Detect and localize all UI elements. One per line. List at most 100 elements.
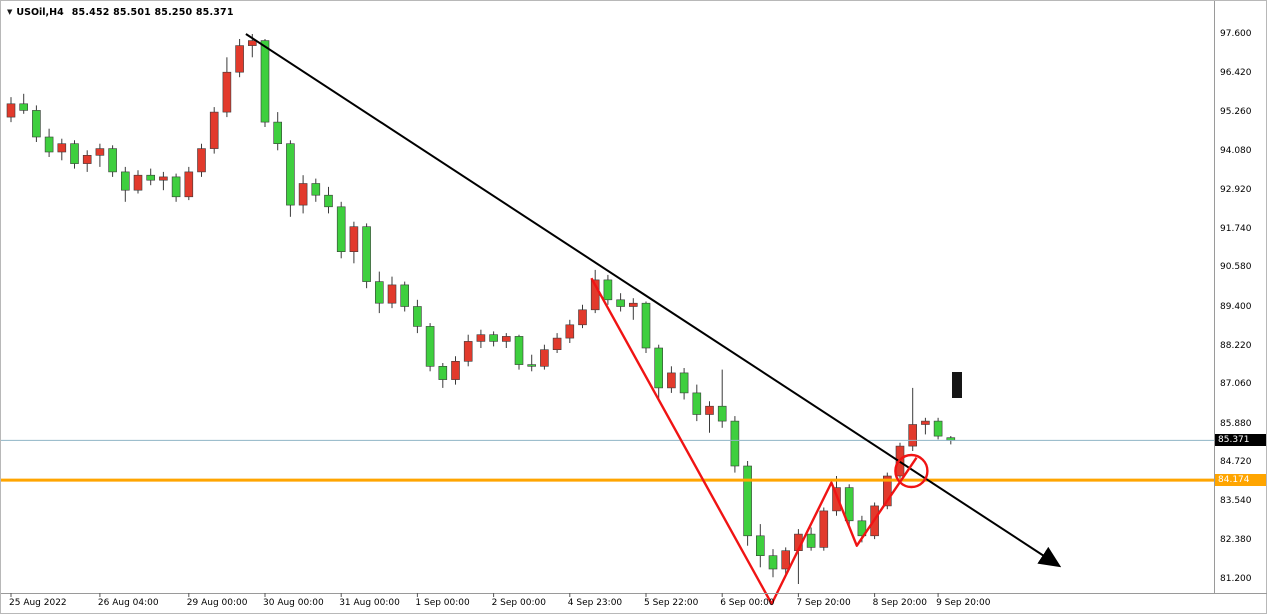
candle-bull — [248, 40, 257, 46]
candle-bear — [336, 206, 346, 253]
candle-bull — [95, 148, 105, 156]
time-axis-label: 5 Sep 22:00 — [644, 598, 699, 608]
scrollbar-thumb[interactable] — [952, 372, 962, 398]
candle-bull — [578, 309, 587, 326]
candle-bull — [501, 336, 511, 342]
candle-bear — [641, 302, 651, 349]
candle-bull — [451, 360, 460, 380]
time-axis-label: 4 Sep 23:00 — [567, 598, 623, 608]
candle-bear — [844, 487, 854, 522]
candle-bear — [425, 326, 435, 367]
candle-bull — [705, 405, 714, 415]
candle-bull — [552, 337, 562, 351]
price-axis-label: 97.600 — [1220, 29, 1252, 39]
time-axis-label: 8 Sep 20:00 — [872, 598, 927, 608]
price-axis-label: 84.720 — [1220, 457, 1252, 467]
candle-bull — [667, 372, 676, 389]
candle-bull — [349, 226, 359, 252]
price-axis-label: 88.220 — [1220, 340, 1252, 351]
candle-bull — [781, 550, 791, 570]
time-axis-label: 30 Aug 00:00 — [263, 598, 324, 608]
candle-bull — [463, 341, 473, 362]
candle-bear — [933, 420, 943, 437]
price-axis-label: 87.060 — [1220, 379, 1252, 390]
price-axis[interactable]: 97.600 96.420 95.260 94.080 92.920 91.740 90.5… — [1215, 1, 1267, 593]
candle-bull — [628, 302, 638, 307]
candle-bear — [44, 136, 54, 153]
candle-bear — [260, 40, 270, 123]
price-axis-label: 96.420 — [1220, 68, 1252, 79]
candle-bull — [590, 279, 600, 311]
candle-bear — [121, 171, 130, 191]
candle-bear — [806, 533, 816, 548]
candle-bull — [222, 71, 232, 113]
candle-bull — [298, 183, 308, 206]
time-axis[interactable]: 25 Aug 2022 26 Aug 04:00 29 Aug 00:00 30 Au… — [1, 595, 1217, 615]
candle-bear — [108, 148, 117, 173]
candle-bull — [184, 171, 194, 198]
candle-bear — [286, 143, 295, 206]
candle-bear — [324, 194, 333, 208]
candle-bull — [819, 510, 829, 548]
price-axis-label: 81.200 — [1220, 574, 1252, 584]
time-axis-label: 2 Sep 00:00 — [491, 598, 546, 608]
price-axis-label: 92.920 — [1220, 184, 1252, 195]
candle-bear — [857, 520, 867, 537]
candle-bull — [197, 148, 206, 173]
symbol-timeframe-label: USOil,H4 — [16, 6, 64, 18]
current-price-line-badge: 85.371 — [1215, 434, 1266, 447]
time-axis-label: 9 Sep 20:00 — [936, 598, 991, 608]
candle-bear — [654, 347, 664, 389]
candle-bear — [768, 555, 778, 570]
candle-bull — [209, 111, 219, 149]
candle-bear — [400, 284, 410, 307]
chart-symbol-dropdown-icon[interactable]: ▼ — [7, 8, 13, 16]
candle-bear — [374, 281, 384, 304]
candle-bull — [6, 103, 16, 118]
price-axis-label: 91.740 — [1220, 223, 1252, 234]
price-axis-label: 85.880 — [1220, 418, 1252, 429]
price-axis-label: 90.580 — [1220, 262, 1252, 273]
candle-bull — [57, 143, 67, 153]
time-axis-label: 31 Aug 00:00 — [339, 598, 400, 608]
candle-bull — [882, 475, 892, 507]
candle-bear — [692, 392, 702, 415]
zigzag-annotation[interactable] — [590, 277, 918, 606]
candle-bear — [527, 364, 537, 367]
candle-bear — [489, 334, 498, 342]
candle-bear — [438, 365, 448, 380]
price-axis-label: 94.080 — [1220, 146, 1252, 156]
candle-bear — [679, 372, 689, 394]
candle-bear — [603, 279, 613, 301]
candle-bull — [133, 174, 143, 191]
time-axis-label: 26 Aug 04:00 — [97, 598, 159, 608]
candle-bear — [273, 121, 283, 144]
chart-title-bar: ▼ USOil,H4 85.452 85.501 85.250 85.371 — [7, 5, 234, 19]
candle-bear — [70, 143, 79, 164]
time-axis-label: 1 Sep 00:00 — [415, 598, 470, 608]
time-axis-label: 6 Sep 00:00 — [720, 598, 775, 608]
candle-bear — [413, 306, 422, 327]
candle-bear — [717, 405, 727, 422]
candle-bull — [82, 155, 92, 164]
time-axis-label: 25 Aug 2022 — [9, 598, 67, 608]
candle-bear — [616, 299, 625, 307]
price-axis-label: 89.400 — [1220, 301, 1252, 312]
candle-bull — [159, 176, 168, 181]
candle-bear — [19, 103, 29, 111]
candle-bear — [171, 176, 181, 198]
descending-trendline[interactable] — [245, 33, 1062, 568]
candle-bull — [476, 334, 486, 342]
candle-bear — [146, 174, 155, 181]
time-axis-label: 7 Sep 20:00 — [796, 598, 851, 608]
price-axis-label: 82.380 — [1220, 534, 1252, 545]
candle-bear — [730, 420, 740, 467]
candle-bull — [832, 487, 841, 512]
candle-bear — [743, 465, 752, 537]
candle-bear — [514, 336, 524, 365]
candle-bull — [387, 284, 397, 304]
breakout-circle[interactable] — [894, 453, 929, 489]
candle-bear — [755, 535, 765, 556]
